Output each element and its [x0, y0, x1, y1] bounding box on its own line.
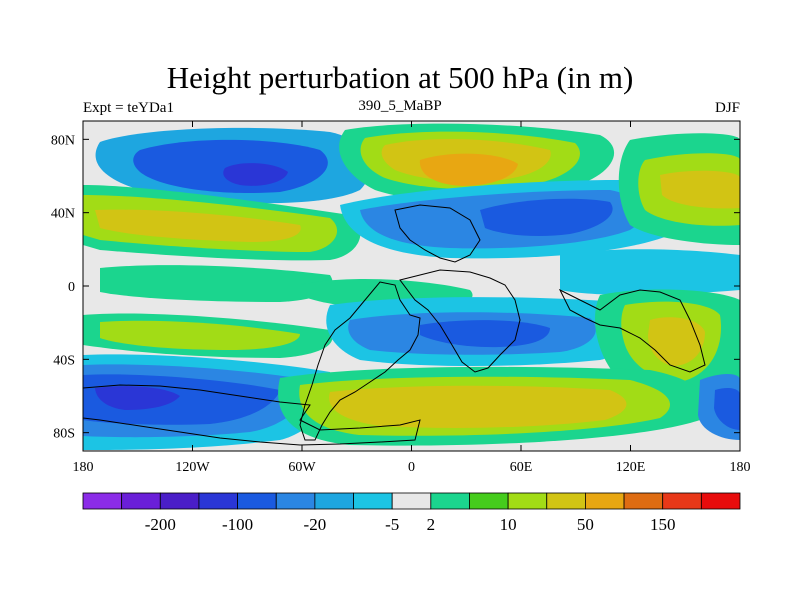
y-tick-label: 80N [51, 133, 75, 148]
contour-aus-high-core [648, 317, 705, 366]
contour-se-low-core [714, 387, 740, 430]
colorbar-label: 50 [577, 515, 594, 534]
colorbar-label: 10 [500, 515, 517, 534]
outline-india-asia [558, 288, 706, 373]
colorbar-box [391, 492, 432, 510]
y-tick-label: 0 [68, 280, 75, 295]
x-tick-label: 180 [73, 460, 94, 475]
outline-africa [399, 269, 521, 373]
colorbar: -200 -100 -20 -5 2 10 50 150 [82, 492, 741, 534]
contour-nh-west-low-core [223, 163, 288, 186]
continent-outlines [83, 204, 706, 446]
colorbar-box [546, 492, 586, 510]
contour-south-high-band-core [329, 385, 627, 428]
contour-asia-low-core [480, 198, 613, 236]
y-tick-label: 40S [53, 353, 75, 368]
colorbar-label: 2 [427, 515, 436, 534]
colorbar-box [585, 492, 625, 510]
colorbar-label: -20 [304, 515, 327, 534]
outline-south-america [299, 281, 421, 441]
colorbar-box [159, 492, 200, 510]
colorbar-box [237, 492, 277, 510]
contour-tropics-pacific [100, 265, 333, 302]
chart-title: Height perturbation at 500 hPa (in m) [166, 60, 634, 95]
contour-subtropical-high-west-core [95, 209, 301, 242]
x-tick-label: 60E [510, 460, 533, 475]
y-tick-label: 80S [53, 427, 75, 442]
contour-south-low-band-core [95, 386, 180, 410]
plot-area [83, 121, 740, 451]
colorbar-box [469, 492, 509, 510]
colorbar-box [314, 492, 354, 510]
experiment-label: Expt = teYDa1 [83, 100, 174, 116]
colorbar-label: -200 [145, 515, 176, 534]
colorbar-box [507, 492, 548, 510]
y-tick-label: 40N [51, 207, 75, 222]
colorbar-label: 150 [650, 515, 676, 534]
contour-npac-high-core [660, 170, 740, 209]
period-label: 390_5_MaBP [358, 98, 442, 114]
colorbar-box [198, 492, 238, 510]
contour-ss-west-high-inner [100, 320, 300, 350]
colorbar-box [700, 492, 741, 510]
x-tick-label: 60W [288, 460, 316, 475]
contour-atlantic-high-core [419, 153, 518, 186]
colorbar-box [353, 492, 393, 510]
colorbar-box [623, 492, 664, 510]
outline-antarctica [83, 384, 421, 446]
colorbar-box [275, 492, 316, 510]
colorbar-box [121, 492, 161, 510]
outline-eurasia [394, 204, 481, 263]
colorbar-box [430, 492, 470, 510]
x-tick-label: 0 [408, 460, 415, 475]
x-tick-label: 120W [175, 460, 210, 475]
x-tick-label: 120E [616, 460, 646, 475]
x-tick-label: 180 [730, 460, 751, 475]
season-label: DJF [714, 100, 740, 116]
colorbar-box [82, 492, 123, 510]
axes: 180 120W 60W 0 60E 120E 180 80N 40N 0 40S 80S [51, 121, 751, 475]
colorbar-box [662, 492, 702, 510]
contour-indian-low-core [420, 320, 550, 348]
contour-tropics-east [560, 249, 740, 295]
colorbar-label: -5 [385, 515, 399, 534]
colorbar-label: -100 [222, 515, 253, 534]
